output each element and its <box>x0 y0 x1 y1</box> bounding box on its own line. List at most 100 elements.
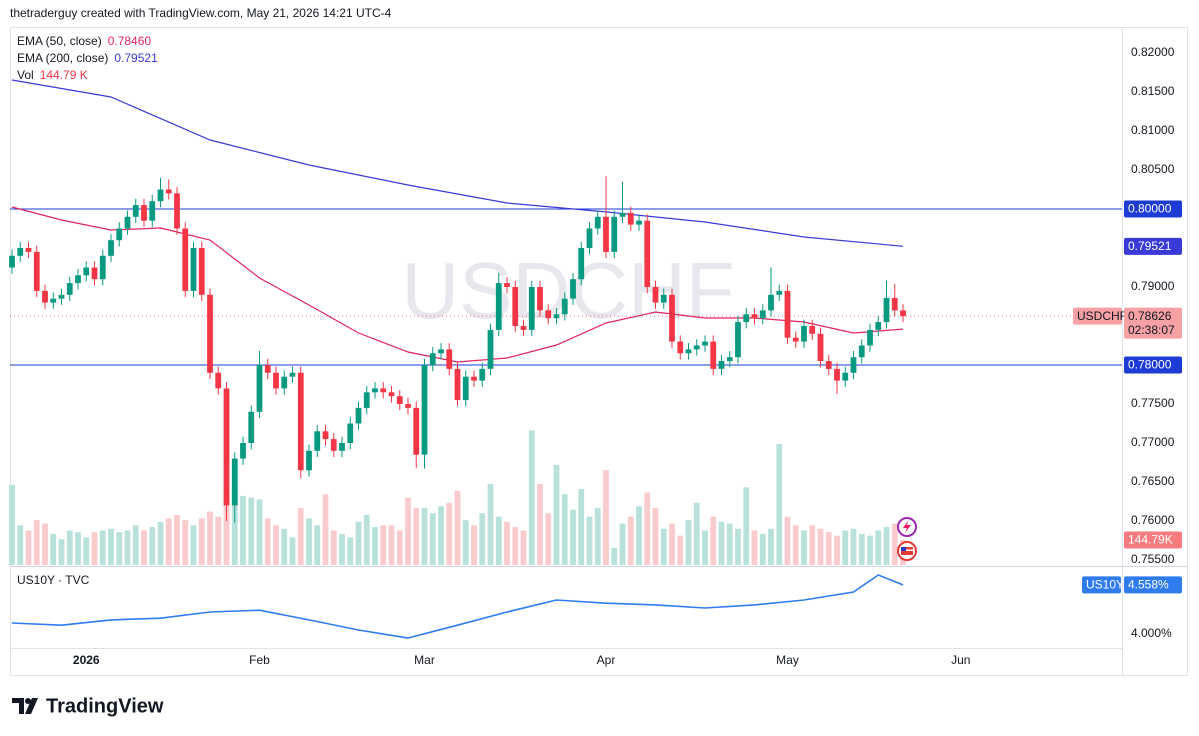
volume-bar <box>462 520 469 565</box>
candle-body <box>718 361 725 369</box>
candle-body <box>553 314 560 319</box>
volume-bar <box>751 530 758 565</box>
candle-body <box>710 341 717 369</box>
volume-bar <box>842 530 849 565</box>
candle-body <box>842 372 849 381</box>
candle-body <box>603 216 609 252</box>
volume-bar <box>504 521 510 565</box>
candle-body <box>726 357 733 362</box>
candle-body <box>198 247 205 295</box>
volume-bar <box>883 527 890 565</box>
candle-body <box>751 314 758 319</box>
volume-bar <box>784 516 791 565</box>
y-tick-label: 0.75500 <box>1131 552 1175 566</box>
candle-body <box>9 255 15 268</box>
candle-body <box>165 189 172 194</box>
volume-bar <box>380 525 387 565</box>
candle-body <box>25 247 32 252</box>
candle-body <box>883 297 890 323</box>
candle-body <box>735 322 741 358</box>
candle-body <box>792 337 799 342</box>
candle-body <box>248 411 255 444</box>
volume-bar <box>891 523 898 565</box>
y-tick-label: 0.76000 <box>1131 513 1175 527</box>
volume-bar <box>124 530 131 565</box>
volume-bar <box>198 518 205 565</box>
volume-bar <box>677 535 684 565</box>
event-icon-bolt <box>903 521 911 533</box>
candle-body <box>801 325 807 342</box>
volume-bar <box>528 430 535 565</box>
ema-line <box>11 79 904 247</box>
candle-body <box>462 376 469 401</box>
volume-bar <box>174 514 180 565</box>
candle-body <box>660 294 667 303</box>
legend-value: 144.79 K <box>40 68 88 82</box>
ema-badge-bg <box>1124 237 1182 255</box>
candle-body <box>421 364 428 455</box>
candle-body <box>429 353 436 365</box>
candle-body <box>867 329 873 346</box>
series-badge: US10Y <box>1086 578 1124 592</box>
volume-bar <box>702 530 708 565</box>
candle-body <box>578 247 585 280</box>
volume-badge-bg <box>1124 531 1182 549</box>
volume-bar <box>446 502 453 565</box>
volume-bar <box>314 525 321 565</box>
candle-body <box>743 314 750 323</box>
volume-bar <box>322 494 329 565</box>
candle-body <box>17 247 24 256</box>
volume-bar <box>91 532 98 565</box>
volume-bar <box>165 518 172 565</box>
volume-bar <box>248 497 255 565</box>
volume-bar <box>330 530 337 565</box>
candle-body <box>83 267 90 276</box>
price-badge: 0.78626 <box>1128 309 1172 323</box>
volume-bar <box>355 521 362 565</box>
candle-body <box>891 297 898 311</box>
candle-body <box>438 349 444 354</box>
flag-icon-canton <box>901 547 906 551</box>
candle-body <box>693 345 700 350</box>
candle-body <box>759 310 766 319</box>
brand-name: TradingView <box>46 695 164 717</box>
candle-body <box>240 443 246 459</box>
volume-bar <box>693 502 700 565</box>
candle-body <box>372 388 378 393</box>
candle-body <box>124 216 131 229</box>
candle-body <box>413 407 420 455</box>
candle-body <box>50 298 57 303</box>
volume-bar <box>413 508 420 565</box>
candle-body <box>75 275 81 284</box>
candle-body <box>446 349 453 369</box>
legend-label: EMA (200, close) <box>17 51 108 65</box>
volume-bar <box>875 530 882 565</box>
volume-bar <box>553 464 560 565</box>
candle-body <box>528 286 535 330</box>
volume-bar <box>487 483 494 565</box>
volume-bar <box>157 521 164 565</box>
candle-body <box>355 407 362 424</box>
logo-slash <box>25 698 38 714</box>
volume-bar <box>512 527 519 565</box>
volume-bar <box>388 525 395 565</box>
volume-bar <box>50 533 57 565</box>
candle-body <box>149 201 156 221</box>
volume-bar <box>759 533 766 565</box>
us10y-line <box>11 574 904 639</box>
candle-body <box>669 294 675 342</box>
volume-bar <box>636 506 642 565</box>
header: thetraderguy created with TradingView.co… <box>10 6 392 20</box>
volume-bar <box>619 523 626 565</box>
volume-bar <box>570 509 576 565</box>
hline-badge-bg <box>1124 356 1182 374</box>
candle-body <box>289 372 296 377</box>
y-tick-label: 0.79000 <box>1131 279 1175 293</box>
volume-bar <box>834 535 840 565</box>
series-badge-bg <box>1082 576 1121 594</box>
y-tick-label: 0.82000 <box>1131 45 1175 59</box>
volume-bar <box>347 537 354 565</box>
volume-bar <box>264 518 271 565</box>
volume-bar <box>825 532 832 565</box>
